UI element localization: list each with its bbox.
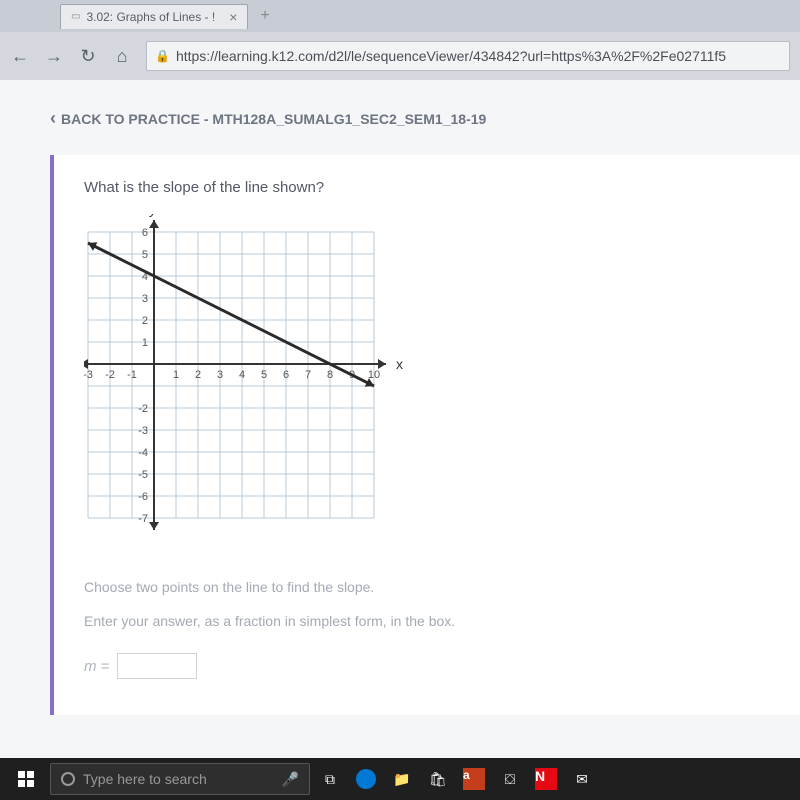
question-panel: What is the slope of the line shown? -3-… bbox=[50, 155, 800, 715]
taskbar-app-explorer[interactable]: 📁 bbox=[386, 763, 418, 795]
url-text: https://learning.k12.com/d2l/le/sequence… bbox=[176, 48, 726, 64]
svg-text:10: 10 bbox=[368, 369, 380, 381]
svg-text:1: 1 bbox=[142, 337, 148, 349]
search-placeholder: Type here to search bbox=[83, 771, 207, 787]
svg-text:-3: -3 bbox=[138, 425, 148, 437]
tab-bar: ▭ 3.02: Graphs of Lines - ! × + bbox=[0, 0, 800, 32]
svg-text:5: 5 bbox=[261, 369, 267, 381]
browser-tab[interactable]: ▭ 3.02: Graphs of Lines - ! × bbox=[60, 4, 248, 29]
lock-icon: 🔒 bbox=[155, 49, 170, 63]
svg-text:-4: -4 bbox=[138, 447, 148, 459]
task-view-button[interactable]: ⧉ bbox=[314, 763, 346, 795]
taskbar: Type here to search 🎤 ⧉ 📁 🛍 a ⛋ N ✉ bbox=[0, 758, 800, 800]
taskbar-app-edge[interactable] bbox=[350, 763, 382, 795]
svg-text:7: 7 bbox=[305, 369, 311, 381]
svg-text:-6: -6 bbox=[138, 491, 148, 503]
svg-text:3: 3 bbox=[142, 293, 148, 305]
page-icon: ▭ bbox=[71, 11, 80, 22]
forward-button[interactable]: → bbox=[44, 46, 64, 67]
taskbar-app-netflix[interactable]: N bbox=[530, 763, 562, 795]
graph-svg: -3-2-112345678910654321-2-3-4-5-6-7xy bbox=[84, 214, 424, 554]
close-tab-icon[interactable]: × bbox=[229, 9, 237, 25]
new-tab-button[interactable]: + bbox=[254, 7, 275, 25]
start-button[interactable] bbox=[6, 762, 46, 796]
svg-text:8: 8 bbox=[327, 369, 333, 381]
svg-text:6: 6 bbox=[283, 369, 289, 381]
svg-text:3: 3 bbox=[217, 369, 223, 381]
taskbar-search[interactable]: Type here to search 🎤 bbox=[50, 763, 310, 795]
mic-icon: 🎤 bbox=[282, 771, 299, 788]
svg-text:x: x bbox=[396, 356, 403, 372]
page-content: BACK TO PRACTICE - MTH128A_SUMALG1_SEC2_… bbox=[0, 80, 800, 758]
breadcrumb-text: BACK TO PRACTICE - MTH128A_SUMALG1_SEC2_… bbox=[61, 111, 486, 127]
svg-text:-2: -2 bbox=[138, 403, 148, 415]
svg-text:-3: -3 bbox=[84, 369, 93, 381]
svg-text:4: 4 bbox=[239, 369, 245, 381]
home-button[interactable]: ⌂ bbox=[112, 46, 132, 67]
browser-toolbar: ← → ↻ ⌂ 🔒 https://learning.k12.com/d2l/l… bbox=[0, 32, 800, 80]
svg-text:6: 6 bbox=[142, 227, 148, 239]
windows-icon bbox=[18, 771, 34, 787]
svg-text:2: 2 bbox=[142, 315, 148, 327]
svg-text:y: y bbox=[149, 214, 158, 217]
taskbar-app-word[interactable]: a bbox=[458, 763, 490, 795]
answer-row: m = bbox=[84, 653, 770, 679]
refresh-button[interactable]: ↻ bbox=[78, 46, 98, 67]
coordinate-graph: -3-2-112345678910654321-2-3-4-5-6-7xy bbox=[84, 214, 770, 559]
svg-text:5: 5 bbox=[142, 249, 148, 261]
answer-label: m = bbox=[84, 658, 109, 675]
taskbar-app-mail[interactable]: ✉ bbox=[566, 763, 598, 795]
question-text: What is the slope of the line shown? bbox=[84, 179, 770, 196]
breadcrumb-back-link[interactable]: BACK TO PRACTICE - MTH128A_SUMALG1_SEC2_… bbox=[0, 100, 800, 145]
taskbar-app-dropbox[interactable]: ⛋ bbox=[494, 763, 526, 795]
svg-text:-2: -2 bbox=[105, 369, 115, 381]
answer-input[interactable] bbox=[117, 653, 197, 679]
svg-text:-1: -1 bbox=[127, 369, 137, 381]
instruction-1: Choose two points on the line to find th… bbox=[84, 579, 770, 595]
url-bar[interactable]: 🔒 https://learning.k12.com/d2l/le/sequen… bbox=[146, 41, 790, 71]
browser-chrome: ▭ 3.02: Graphs of Lines - ! × + ← → ↻ ⌂ … bbox=[0, 0, 800, 80]
instruction-2: Enter your answer, as a fraction in simp… bbox=[84, 613, 770, 629]
svg-text:1: 1 bbox=[173, 369, 179, 381]
back-button[interactable]: ← bbox=[10, 46, 30, 67]
svg-text:-5: -5 bbox=[138, 469, 148, 481]
taskbar-app-store[interactable]: 🛍 bbox=[422, 763, 454, 795]
search-icon bbox=[61, 772, 75, 786]
svg-text:-7: -7 bbox=[138, 513, 148, 525]
svg-text:2: 2 bbox=[195, 369, 201, 381]
tab-title: 3.02: Graphs of Lines - ! bbox=[86, 10, 215, 24]
